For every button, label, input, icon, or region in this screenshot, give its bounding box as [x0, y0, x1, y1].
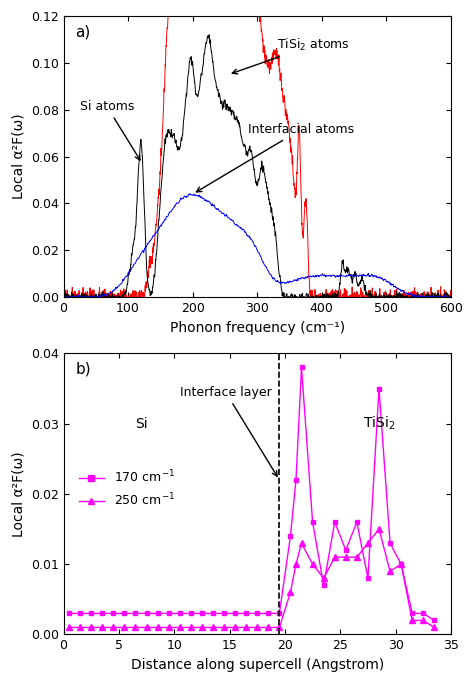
X-axis label: Phonon frequency (cm⁻¹): Phonon frequency (cm⁻¹) [170, 320, 345, 335]
Y-axis label: Local α²F(ω): Local α²F(ω) [11, 451, 25, 537]
Text: Si: Si [135, 417, 147, 431]
Legend: 170 cm$^{-1}$, 250 cm$^{-1}$: 170 cm$^{-1}$, 250 cm$^{-1}$ [73, 464, 180, 513]
Text: b): b) [75, 362, 91, 377]
Text: TiSi$_2$: TiSi$_2$ [363, 415, 395, 432]
Text: a): a) [75, 25, 91, 40]
X-axis label: Distance along supercell (Angstrom): Distance along supercell (Angstrom) [131, 658, 384, 672]
Text: Interfacial atoms: Interfacial atoms [196, 123, 354, 192]
Text: TiSi$_2$ atoms: TiSi$_2$ atoms [232, 37, 349, 74]
Text: Interface layer: Interface layer [180, 386, 277, 476]
Y-axis label: Local α²F(ω): Local α²F(ω) [11, 114, 25, 199]
Text: Si atoms: Si atoms [80, 100, 140, 160]
